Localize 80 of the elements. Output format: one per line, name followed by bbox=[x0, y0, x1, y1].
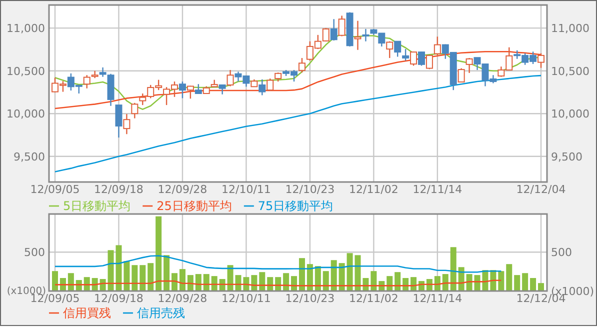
candlestick bbox=[258, 78, 266, 96]
y2-tick-label: 9,500 bbox=[551, 150, 582, 164]
bar bbox=[522, 273, 528, 291]
bar bbox=[140, 265, 146, 291]
x-tick-label: 12/11/02 bbox=[348, 183, 398, 196]
candlestick bbox=[139, 92, 146, 106]
bar bbox=[530, 278, 536, 291]
y-tick-label: 10,500 bbox=[6, 64, 45, 78]
y2-tick-label: 11,000 bbox=[551, 22, 590, 36]
x-tick-label: 12/09/18 bbox=[94, 292, 144, 305]
candlestick bbox=[466, 57, 473, 74]
candlestick bbox=[186, 85, 194, 100]
x-tick-label: 12/09/05 bbox=[30, 183, 80, 196]
bar bbox=[370, 271, 377, 291]
x-tick-label: 12/09/18 bbox=[94, 183, 144, 196]
x-tick-label: 12/09/28 bbox=[158, 292, 208, 305]
bar bbox=[156, 216, 162, 291]
x-tick-label: 12/11/02 bbox=[348, 292, 398, 305]
candlestick bbox=[266, 78, 274, 92]
candlestick bbox=[362, 28, 370, 42]
candlestick bbox=[330, 18, 338, 42]
candlestick bbox=[131, 102, 138, 119]
bar bbox=[442, 274, 448, 291]
bar bbox=[68, 273, 74, 291]
bar bbox=[259, 272, 266, 291]
legend-label: 信用買残 bbox=[63, 306, 111, 320]
legend-label: 信用売残 bbox=[137, 306, 185, 320]
bar bbox=[124, 261, 130, 291]
bar bbox=[164, 255, 170, 291]
candlestick bbox=[394, 40, 402, 58]
bar bbox=[450, 247, 456, 291]
bar bbox=[298, 258, 305, 291]
bar bbox=[283, 273, 290, 291]
bar bbox=[148, 263, 154, 291]
bar bbox=[52, 271, 58, 291]
x-tick-label: 12/11/14 bbox=[412, 292, 462, 305]
candlestick bbox=[338, 15, 346, 37]
y-tick-label: 9,500 bbox=[14, 150, 45, 164]
bar bbox=[506, 264, 512, 291]
legend-label: 5日移動平均 bbox=[63, 199, 131, 213]
y-tick-label: 10,000 bbox=[6, 108, 45, 121]
bar bbox=[172, 273, 178, 291]
bar bbox=[330, 260, 337, 291]
x-tick-label: 12/12/04 bbox=[516, 183, 566, 196]
candlestick bbox=[410, 51, 418, 66]
bar bbox=[132, 265, 138, 291]
bar bbox=[498, 271, 504, 291]
x-tick-label: 12/11/14 bbox=[412, 183, 462, 196]
candlestick bbox=[402, 48, 410, 62]
x-tick-label: 12/09/28 bbox=[158, 183, 208, 196]
bar bbox=[179, 269, 186, 291]
candlestick bbox=[178, 80, 186, 99]
bar bbox=[394, 272, 401, 291]
x-tick-label: 12/10/11 bbox=[222, 292, 271, 305]
x-tick-label: 12/10/23 bbox=[285, 183, 335, 196]
candlestick bbox=[418, 51, 425, 66]
candlestick bbox=[434, 36, 441, 56]
candlestick bbox=[115, 104, 122, 138]
y-tick-label: 11,000 bbox=[6, 22, 45, 36]
y2-tick-label: 10,000 bbox=[551, 108, 590, 121]
legend-label: 75日移動平均 bbox=[258, 199, 334, 213]
candlestick bbox=[538, 52, 544, 68]
candlestick bbox=[458, 68, 465, 83]
candlestick bbox=[426, 54, 433, 70]
candlestick bbox=[298, 57, 306, 74]
candlestick bbox=[83, 74, 90, 89]
legend-label: 25日移動平均 bbox=[156, 199, 232, 213]
bar bbox=[322, 271, 329, 291]
bar bbox=[346, 253, 353, 291]
candlestick bbox=[354, 20, 362, 50]
candlestick bbox=[123, 113, 130, 135]
y2-tick-label: 10,500 bbox=[551, 64, 590, 78]
bar bbox=[514, 275, 520, 291]
x-tick-label: 12/10/11 bbox=[222, 183, 271, 196]
x-tick-label: 12/10/23 bbox=[285, 292, 335, 305]
candlestick bbox=[194, 83, 202, 95]
candlestick bbox=[226, 69, 234, 87]
candlestick bbox=[386, 40, 394, 59]
candlestick bbox=[218, 84, 226, 95]
bar bbox=[538, 283, 544, 291]
